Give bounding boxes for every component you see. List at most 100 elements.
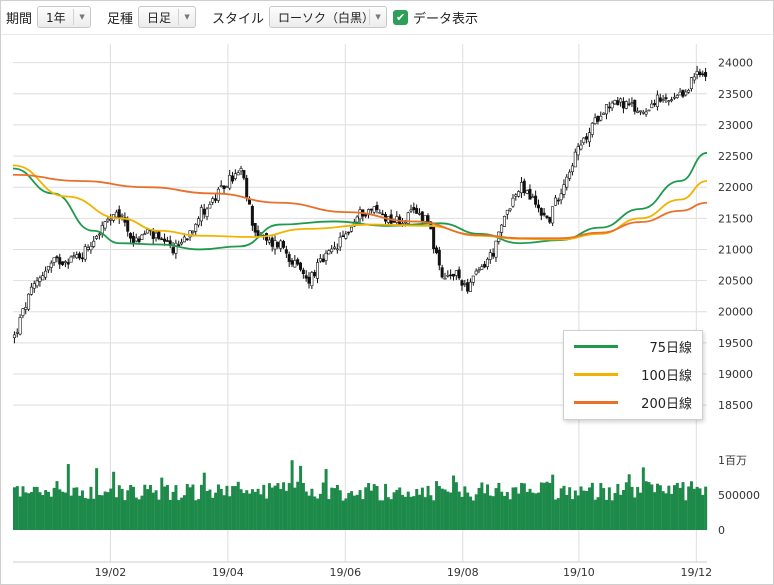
volume-bar	[310, 488, 314, 530]
volume-bar	[525, 492, 529, 530]
volume-bar	[460, 496, 464, 530]
volume-bar	[78, 495, 82, 530]
candle-body	[66, 262, 70, 265]
candle-body	[483, 263, 487, 268]
candle-body	[457, 269, 461, 279]
volume-bar	[330, 487, 334, 530]
candle-body	[655, 94, 659, 107]
toolbar: 期間 1年 ▼ 足種 日足 ▼ スタイル ローソク（白黒） ▼ ✔ データ表示	[0, 0, 772, 34]
volume-bar	[211, 497, 215, 530]
volume-bar	[511, 487, 515, 530]
candle-type-label: 足種	[107, 11, 134, 27]
volume-tick-label: 500000	[718, 489, 760, 502]
candle-body	[621, 101, 625, 109]
volume-bar	[420, 487, 424, 530]
candle-body	[301, 269, 305, 275]
price-tick-label: 18500	[718, 399, 753, 412]
volume-bar	[534, 493, 538, 530]
volume-bar	[182, 495, 186, 530]
candle-body	[89, 245, 93, 251]
candle-body	[451, 273, 455, 277]
volume-bar	[97, 494, 101, 530]
candle-body	[664, 97, 668, 100]
candle-body	[644, 111, 648, 115]
volume-bar	[21, 486, 25, 530]
volume-bar	[537, 492, 541, 530]
candle-body	[228, 174, 232, 189]
volume-bar	[596, 497, 600, 530]
candle-body	[454, 270, 458, 276]
candle-body	[678, 91, 682, 96]
show-data-checkbox[interactable]: ✔	[393, 9, 409, 25]
volume-bar	[426, 485, 430, 530]
candle-body	[32, 283, 36, 289]
candle-body	[219, 185, 223, 188]
volume-bar	[112, 471, 116, 530]
candle-body	[310, 272, 314, 287]
candle-body	[106, 218, 110, 222]
candle-body	[27, 293, 31, 310]
volume-bar	[120, 488, 124, 530]
volume-bar	[69, 495, 73, 530]
candle-body	[41, 275, 45, 281]
volume-bar	[284, 490, 288, 530]
volume-bar	[497, 482, 501, 530]
candle-body	[638, 110, 642, 113]
volume-bar	[412, 496, 416, 530]
candle-body	[536, 204, 540, 209]
candle-body	[299, 262, 303, 270]
candle-body	[684, 91, 688, 96]
volume-bar	[565, 494, 569, 530]
style-select[interactable]: ローソク（白黒） ▼	[269, 6, 388, 28]
candle-body	[556, 199, 560, 202]
volume-bar	[619, 494, 623, 530]
volume-bar	[287, 483, 291, 530]
volume-bar	[571, 499, 575, 530]
candle-body	[585, 136, 589, 140]
candle-body	[120, 214, 124, 217]
candle-body	[695, 71, 699, 75]
volume-bar	[667, 485, 671, 530]
candle-type-select[interactable]: 日足 ▼	[138, 6, 197, 28]
axes: 18500 19000 19500 20000 20500 21000 21500 22000…	[95, 57, 760, 579]
candle-body	[355, 216, 359, 223]
candle-body	[449, 274, 453, 277]
volume-bar	[452, 475, 456, 530]
candle-body	[114, 211, 118, 218]
volume-bar	[375, 486, 379, 530]
volume-bar	[607, 487, 611, 530]
volume-bar	[599, 483, 603, 530]
volume-bar	[432, 500, 436, 530]
volume-bar	[389, 499, 393, 530]
volume-bar	[690, 481, 693, 530]
volume-bar	[661, 491, 665, 530]
candle-body	[409, 209, 413, 212]
candle-body	[117, 209, 121, 219]
volume-bar	[630, 486, 634, 530]
candle-body	[338, 236, 342, 248]
volume-bar	[675, 482, 679, 530]
candle-body	[630, 102, 634, 104]
candle-body	[267, 239, 271, 243]
volume-bar	[437, 486, 441, 530]
volume-bar	[355, 494, 359, 530]
chart-legend: 75日線 100日線 200日線	[563, 330, 703, 420]
candle-body	[641, 111, 645, 114]
candle-body	[502, 215, 506, 227]
candle-body	[180, 241, 184, 245]
volume-bar	[503, 495, 507, 530]
candle-body	[505, 209, 509, 215]
period-select[interactable]: 1年 ▼	[37, 6, 92, 28]
volume-bar	[239, 489, 243, 530]
candle-body	[35, 280, 39, 287]
volume-bar	[92, 498, 96, 530]
candle-body	[185, 238, 189, 241]
candle-body	[58, 257, 62, 265]
price-tick-label: 20500	[718, 275, 753, 288]
volume-bar	[590, 482, 594, 530]
show-data-label[interactable]: データ表示	[413, 11, 479, 27]
candle-body	[95, 235, 99, 239]
candle-body	[194, 224, 198, 232]
chevron-down-icon: ▼	[73, 9, 90, 25]
volume-bar	[429, 495, 433, 530]
